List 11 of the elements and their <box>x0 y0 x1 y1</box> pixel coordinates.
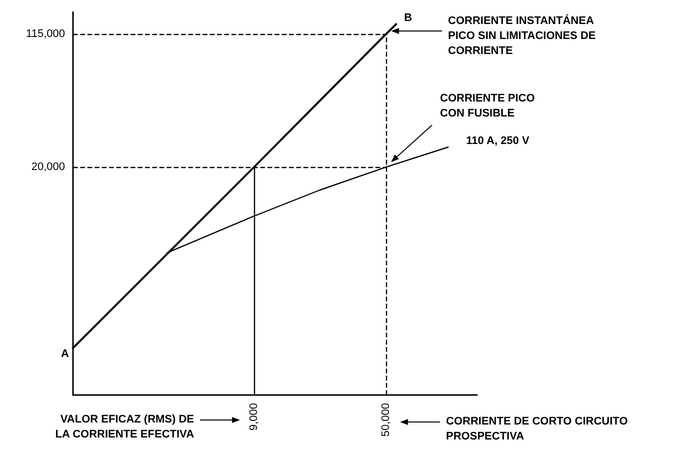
x-tick-label: 9,000 <box>248 403 260 431</box>
y-tick-label: 20,000 <box>31 161 65 174</box>
series-label: 110 A, 250 V <box>466 135 530 148</box>
text: VALOR EFICAZ (RMS) DE LA CORRIENTE EFECTIVA <box>55 414 194 440</box>
annotation: A <box>61 348 70 360</box>
annotation: CORRIENTE INSTANTÁNEA PICO SIN LIMITACIONES DE CORRIENTE <box>448 14 596 58</box>
annotation: B <box>404 12 412 24</box>
y-tick-label: 115,000 <box>26 28 65 40</box>
annotation: CORRIENTE PICO CON FUSIBLE <box>440 92 536 120</box>
text: CORRIENTE DE CORTO CIRCUITO PROSPECTIVA <box>446 416 628 442</box>
x-tick-label: 50,000 <box>380 403 392 437</box>
